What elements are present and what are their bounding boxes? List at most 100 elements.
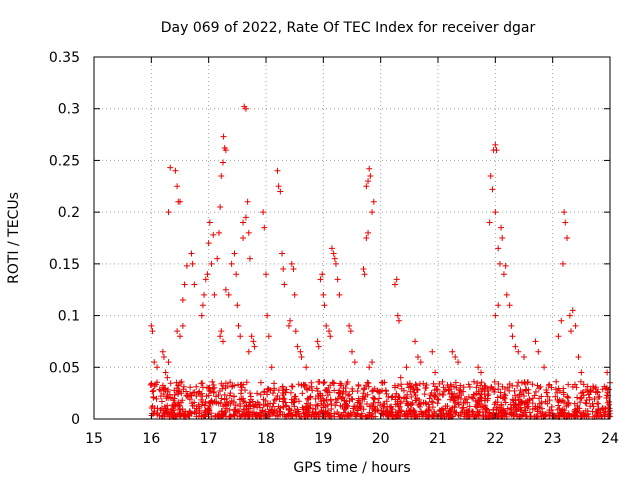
data-point bbox=[459, 408, 466, 415]
data-point bbox=[539, 405, 546, 412]
data-point bbox=[553, 378, 560, 385]
data-point bbox=[469, 408, 476, 415]
data-point bbox=[151, 359, 158, 366]
data-point bbox=[279, 383, 286, 390]
data-point bbox=[187, 384, 194, 391]
data-point bbox=[240, 397, 247, 404]
data-point bbox=[473, 384, 480, 391]
data-point bbox=[555, 333, 562, 340]
data-point bbox=[387, 410, 394, 417]
data-point bbox=[338, 381, 345, 388]
data-point bbox=[506, 410, 513, 417]
data-point bbox=[294, 343, 301, 350]
data-point bbox=[448, 383, 455, 390]
data-point bbox=[218, 172, 225, 179]
data-point bbox=[428, 398, 435, 405]
data-point bbox=[383, 398, 390, 405]
data-point bbox=[460, 388, 467, 395]
data-point bbox=[259, 407, 266, 414]
data-point bbox=[318, 400, 325, 407]
data-point bbox=[165, 209, 172, 216]
data-point bbox=[466, 383, 473, 390]
data-point bbox=[433, 386, 440, 393]
data-point bbox=[562, 219, 569, 226]
data-point bbox=[283, 386, 290, 393]
data-point bbox=[208, 260, 215, 267]
data-point bbox=[454, 399, 461, 406]
data-point bbox=[175, 388, 182, 395]
data-point bbox=[308, 379, 315, 386]
data-point bbox=[271, 380, 278, 387]
data-point bbox=[508, 322, 515, 329]
data-point bbox=[564, 235, 570, 241]
data-point bbox=[573, 384, 580, 391]
data-point bbox=[206, 219, 213, 226]
data-point bbox=[489, 186, 496, 193]
data-point bbox=[331, 255, 338, 262]
data-point bbox=[170, 403, 177, 410]
data-point bbox=[205, 240, 212, 247]
data-point bbox=[317, 392, 324, 399]
data-point bbox=[229, 383, 236, 390]
data-point bbox=[564, 393, 571, 400]
data-point bbox=[460, 399, 467, 406]
data-point bbox=[561, 209, 568, 216]
data-point bbox=[436, 380, 443, 387]
data-point bbox=[594, 409, 601, 416]
data-point bbox=[558, 317, 565, 324]
data-point bbox=[274, 392, 281, 399]
data-point bbox=[493, 147, 500, 154]
data-point bbox=[294, 406, 301, 413]
data-point bbox=[217, 203, 224, 210]
data-point bbox=[193, 405, 200, 412]
data-point bbox=[347, 409, 354, 416]
data-point bbox=[526, 397, 533, 404]
data-point bbox=[230, 399, 237, 406]
data-point bbox=[314, 338, 321, 345]
data-point bbox=[156, 386, 163, 393]
x-axis-label: GPS time / hours bbox=[293, 460, 410, 476]
x-tick-label: 21 bbox=[429, 431, 447, 447]
data-point bbox=[509, 396, 516, 403]
data-point bbox=[248, 333, 255, 340]
data-point bbox=[566, 412, 573, 419]
data-point bbox=[191, 281, 198, 288]
data-point bbox=[412, 338, 419, 345]
data-point bbox=[332, 260, 339, 267]
data-point bbox=[481, 388, 488, 395]
data-point bbox=[577, 378, 584, 385]
data-point bbox=[165, 411, 172, 418]
data-point bbox=[279, 395, 286, 402]
data-point bbox=[346, 391, 353, 398]
data-point bbox=[440, 391, 447, 398]
data-point bbox=[565, 381, 572, 388]
data-point bbox=[215, 229, 222, 236]
data-point bbox=[343, 380, 350, 387]
data-point bbox=[177, 333, 183, 340]
data-point bbox=[256, 413, 263, 420]
data-point bbox=[359, 393, 366, 400]
data-point bbox=[239, 410, 246, 417]
data-point bbox=[326, 328, 333, 335]
data-point bbox=[287, 317, 294, 324]
data-point bbox=[345, 392, 352, 399]
data-point bbox=[255, 400, 262, 407]
data-point bbox=[243, 379, 250, 386]
data-point bbox=[406, 380, 413, 387]
data-point bbox=[220, 382, 227, 389]
data-point bbox=[165, 359, 172, 366]
data-point bbox=[167, 164, 174, 171]
data-point bbox=[586, 394, 593, 401]
data-point bbox=[149, 410, 156, 417]
data-point bbox=[391, 384, 398, 391]
data-point bbox=[502, 399, 509, 406]
data-point bbox=[492, 399, 499, 406]
data-point bbox=[483, 405, 490, 412]
data-point bbox=[511, 402, 518, 409]
data-point bbox=[475, 412, 482, 419]
data-point bbox=[162, 387, 169, 394]
data-point bbox=[559, 406, 566, 413]
data-point bbox=[466, 403, 473, 410]
data-point bbox=[379, 380, 386, 387]
data-point bbox=[591, 396, 598, 403]
